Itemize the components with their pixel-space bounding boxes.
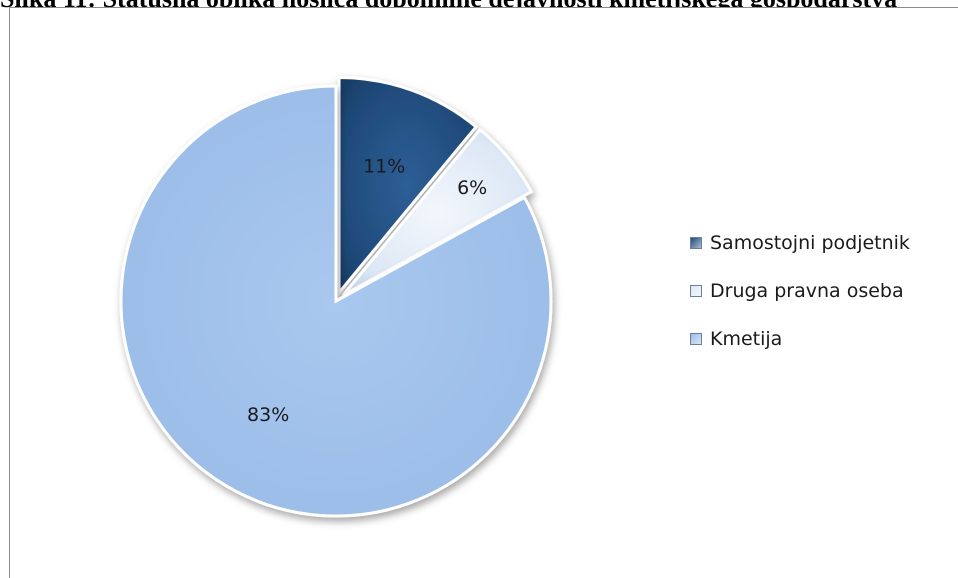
- legend-item-druga-pravna-oseba: Druga pravna oseba: [690, 280, 910, 302]
- pie-slice-samostojni-podjetnik: [337, 76, 479, 297]
- legend-item-kmetija: Kmetija: [690, 328, 910, 350]
- legend-item-samostojni-podjetnik: Samostojni podjetnik: [690, 232, 910, 254]
- legend-swatch-druga-pravna-oseba: [690, 285, 702, 297]
- pie-slices: [119, 76, 553, 518]
- pie-labels: 11% 6% 83%: [247, 156, 487, 427]
- pie-label-kmetija: 83%: [247, 404, 289, 426]
- pie-slice-druga-pravna-oseba: [341, 127, 534, 297]
- legend-swatch-samostojni-podjetnik: [690, 237, 702, 249]
- pie-slice-kmetija: [119, 84, 553, 518]
- legend-swatch-kmetija: [690, 333, 702, 345]
- pie-label-samostojni-podjetnik: 11%: [363, 156, 405, 178]
- pie-label-druga-pravna-oseba: 6%: [457, 177, 487, 199]
- legend-label: Samostojni podjetnik: [710, 232, 910, 254]
- cut-off-caption: Slika 11: Statusna oblika nosilca dopoln…: [0, 0, 958, 12]
- legend-label: Druga pravna oseba: [710, 280, 904, 302]
- chart-legend: Samostojni podjetnik Druga pravna oseba …: [690, 232, 910, 376]
- legend-label: Kmetija: [710, 328, 783, 350]
